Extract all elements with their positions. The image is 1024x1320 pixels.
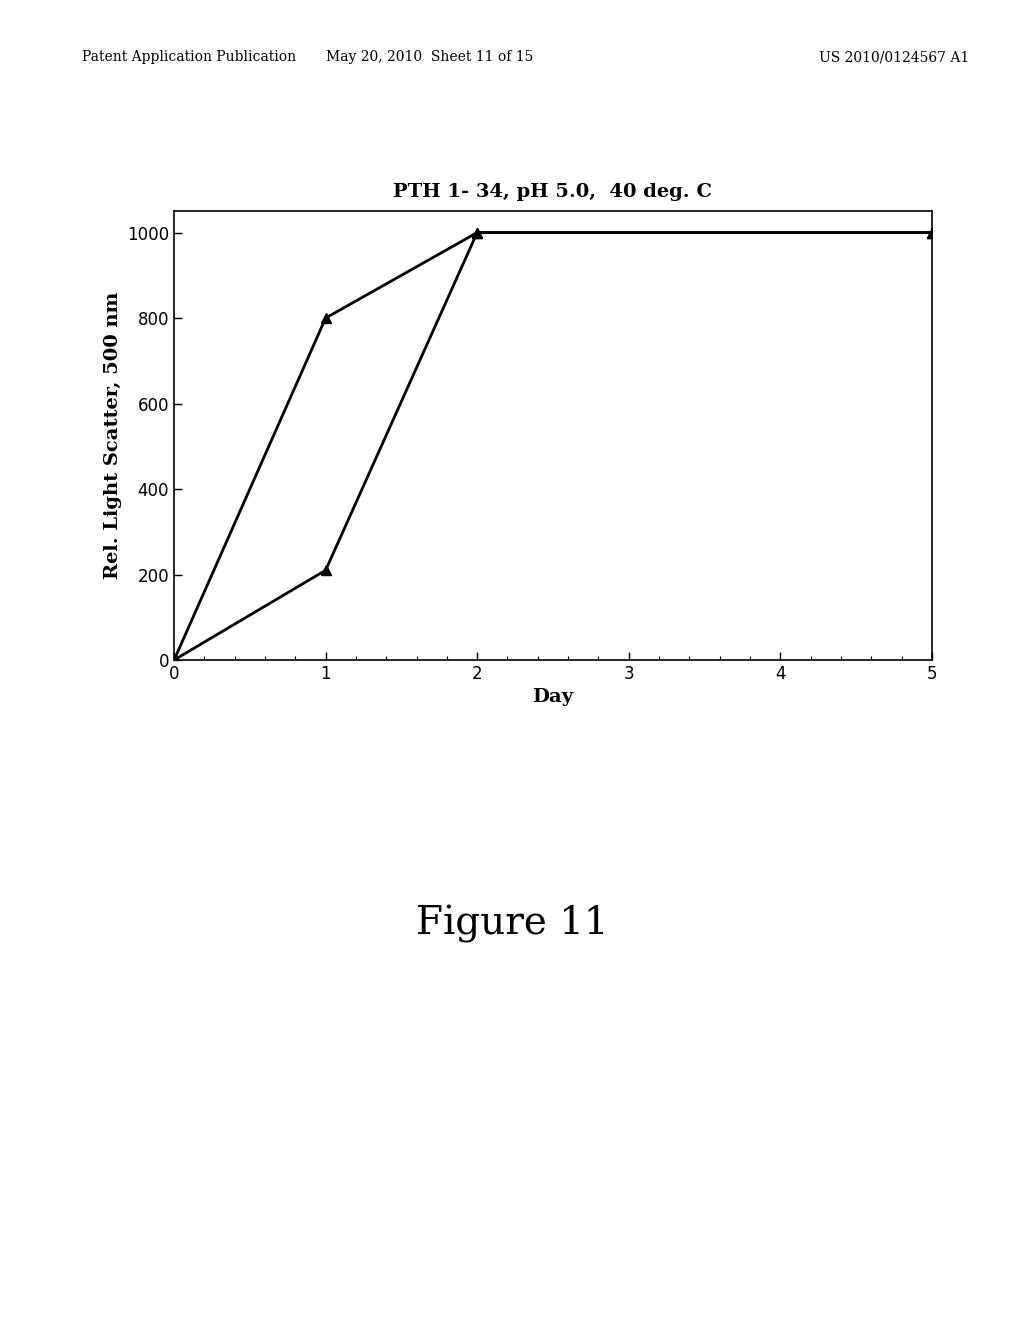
Title: PTH 1- 34, pH 5.0,  40 deg. C: PTH 1- 34, pH 5.0, 40 deg. C [393,183,713,202]
X-axis label: Day: Day [532,689,573,706]
Text: Patent Application Publication: Patent Application Publication [82,50,296,65]
Text: May 20, 2010  Sheet 11 of 15: May 20, 2010 Sheet 11 of 15 [327,50,534,65]
Text: US 2010/0124567 A1: US 2010/0124567 A1 [819,50,970,65]
Text: Figure 11: Figure 11 [416,906,608,942]
Y-axis label: Rel. Light Scatter, 500 nm: Rel. Light Scatter, 500 nm [103,292,122,579]
